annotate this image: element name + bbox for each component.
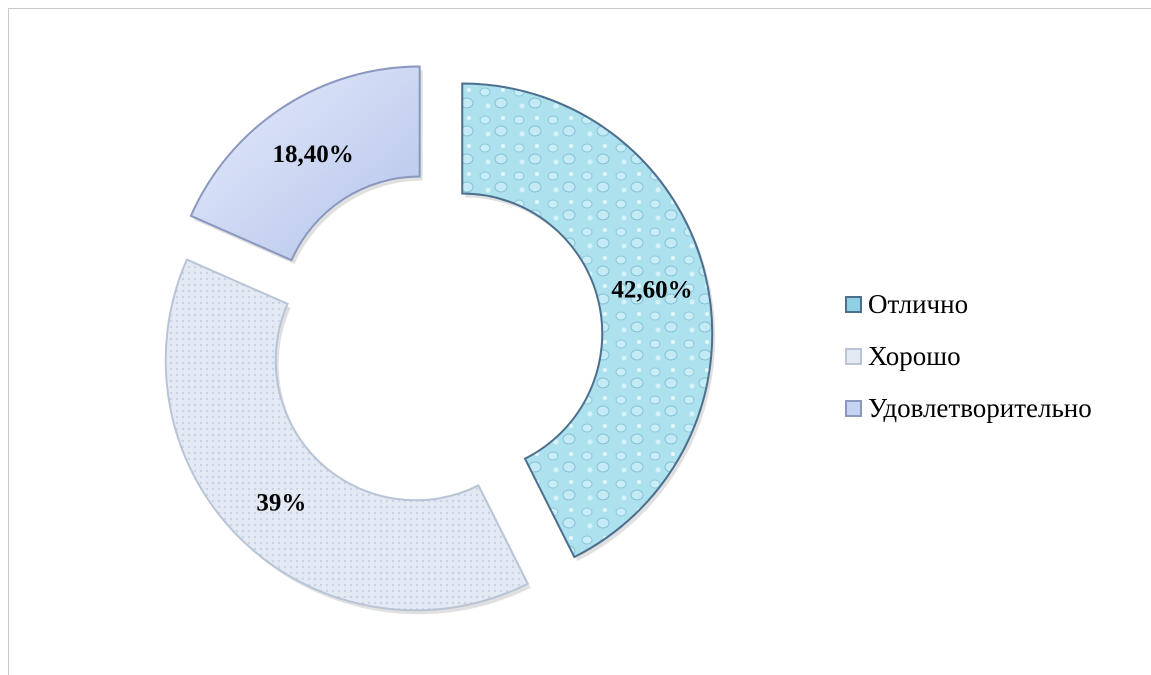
legend-item-good: Хорошо xyxy=(845,330,1092,382)
chart-frame-left-border xyxy=(8,8,9,675)
legend-label-satisfactory: Удовлетворительно xyxy=(868,392,1092,423)
data-label-good: 39% xyxy=(256,490,306,517)
donut-slice-good xyxy=(164,258,530,612)
legend-swatch-satisfactory xyxy=(845,399,862,417)
legend-item-excellent: Отлично xyxy=(845,278,1092,330)
data-label-satisfactory: 18,40% xyxy=(273,141,354,168)
legend-label-excellent: Отлично xyxy=(868,288,969,319)
data-label-excellent: 42,60% xyxy=(611,277,692,304)
legend-swatch-good xyxy=(845,347,862,365)
legend-swatch-excellent xyxy=(845,295,862,313)
legend-item-satisfactory: Удовлетворительно xyxy=(845,382,1092,434)
donut-slice-satisfactory xyxy=(189,65,421,262)
chart-frame-top-border xyxy=(9,8,1151,9)
legend-label-good: Хорошо xyxy=(868,340,961,371)
donut-slice-excellent xyxy=(461,82,714,559)
chart-legend: Отлично Хорошо Удовлетворительно xyxy=(845,278,1092,434)
